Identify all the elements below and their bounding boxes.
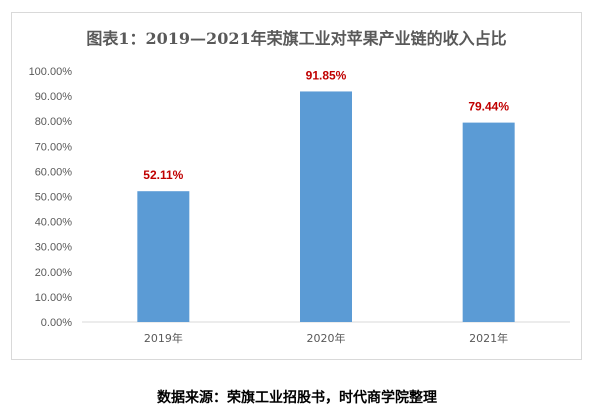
y-tick-label: 20.00%	[35, 267, 73, 279]
x-tick-label: 2019年	[144, 331, 183, 345]
source-note: 数据来源：荣旗工业招股书，时代商学院整理	[157, 390, 437, 406]
y-tick-label: 100.00%	[29, 66, 73, 78]
y-tick-label: 80.00%	[35, 116, 73, 128]
chart-title: 图表1：2019—2021年荣旗工业对苹果产业链的收入占比	[86, 29, 507, 48]
bar-2	[462, 122, 515, 323]
bar-1	[300, 91, 352, 322]
x-tick-label: 2020年	[307, 331, 346, 345]
data-label: 91.85%	[306, 68, 347, 82]
y-tick-label: 90.00%	[35, 91, 73, 103]
bar-0	[137, 191, 190, 322]
y-tick-label: 40.00%	[35, 217, 73, 229]
bar-chart: 0.00% 10.00% 20.00% 30.00% 40.00% 50.00% 60.00…	[29, 66, 570, 345]
y-tick-label: 70.00%	[35, 141, 73, 153]
chart-frame: 图表1：2019—2021年荣旗工业对苹果产业链的收入占比 0.00% 10.00…	[11, 12, 582, 360]
y-tick-label: 50.00%	[35, 192, 73, 204]
y-tick-label: 0.00%	[41, 317, 72, 329]
y-tick-label: 60.00%	[35, 166, 73, 178]
y-tick-label: 30.00%	[35, 242, 73, 254]
y-tick-label: 10.00%	[35, 292, 73, 304]
data-label: 79.44%	[468, 100, 509, 114]
data-label: 52.11%	[143, 168, 183, 182]
x-tick-label: 2021年	[469, 331, 508, 345]
